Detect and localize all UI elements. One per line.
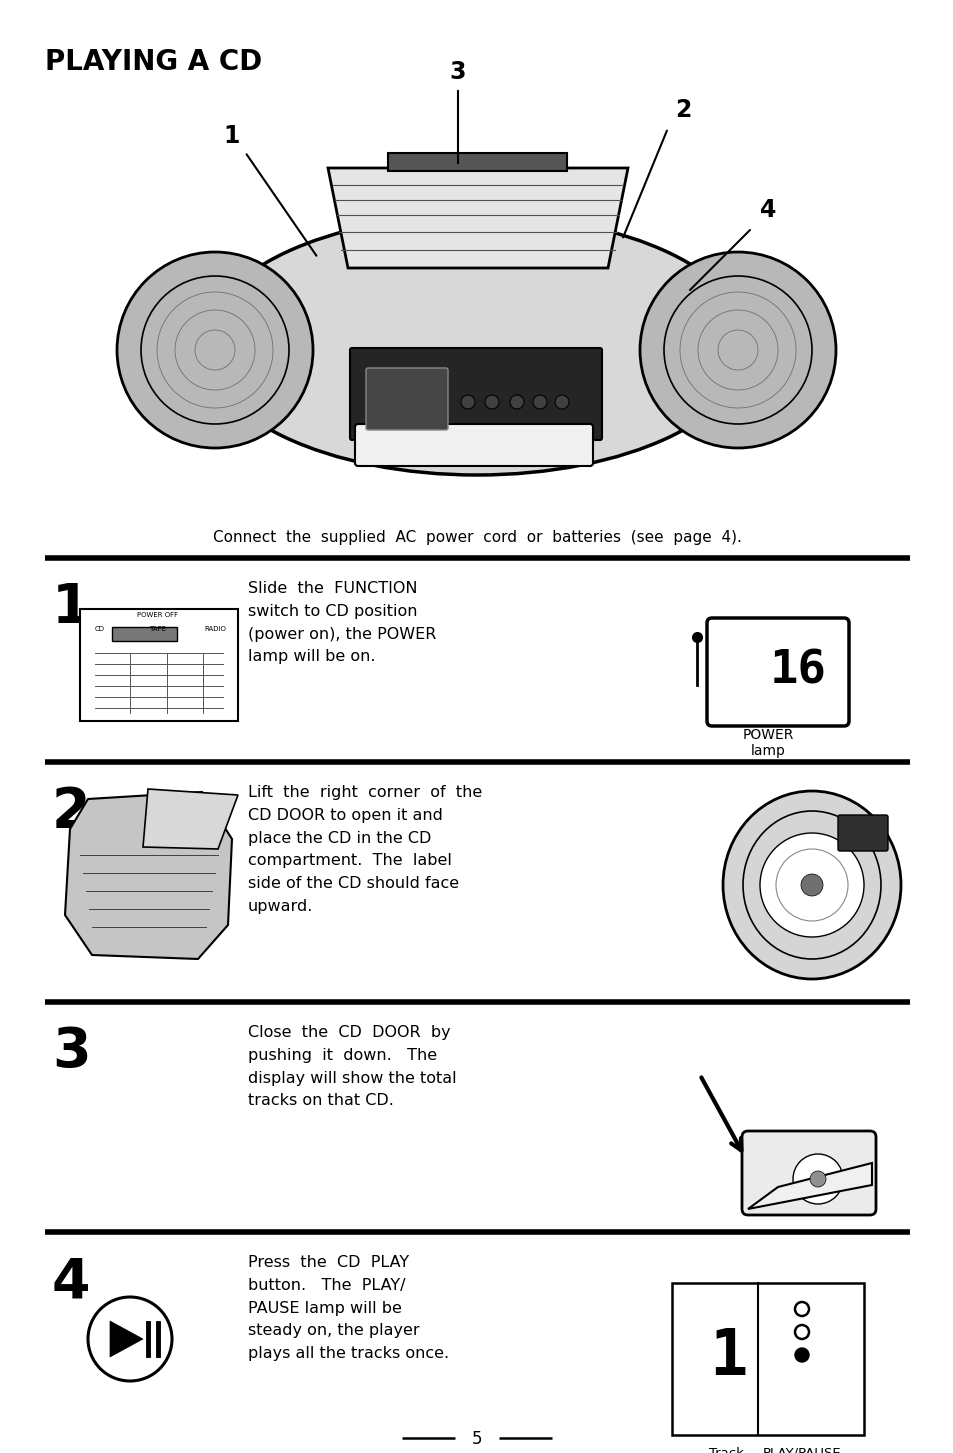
Text: Press  the  CD  PLAY
button.   The  PLAY/
PAUSE lamp will be
steady on, the play: Press the CD PLAY button. The PLAY/ PAUS… [248, 1255, 449, 1361]
Text: 3: 3 [449, 60, 466, 84]
FancyBboxPatch shape [350, 349, 601, 440]
Text: lamp: lamp [750, 744, 784, 758]
Circle shape [760, 833, 863, 937]
Circle shape [88, 1298, 172, 1380]
Bar [112, 628, 177, 641]
Circle shape [484, 395, 498, 408]
Ellipse shape [722, 790, 900, 979]
Circle shape [809, 1171, 825, 1187]
FancyBboxPatch shape [366, 368, 448, 430]
Text: 2: 2 [674, 97, 691, 122]
Polygon shape [747, 1162, 871, 1209]
Text: 1: 1 [708, 1327, 746, 1388]
Text: PLAY/PAUSE: PLAY/PAUSE [761, 1447, 841, 1453]
Text: PLAYING A CD: PLAYING A CD [45, 48, 262, 76]
Text: TAPE: TAPE [150, 626, 167, 632]
Text: 5: 5 [471, 1430, 482, 1449]
Text: Track: Track [708, 1447, 742, 1453]
Circle shape [794, 1348, 808, 1361]
Text: 1: 1 [52, 581, 91, 635]
FancyBboxPatch shape [706, 618, 848, 726]
Text: 2: 2 [52, 785, 91, 838]
Circle shape [460, 395, 475, 408]
Circle shape [639, 251, 835, 448]
Text: POWER: POWER [741, 728, 793, 742]
Text: 3: 3 [52, 1024, 91, 1080]
Text: 4: 4 [759, 198, 776, 222]
Text: Connect  the  supplied  AC  power  cord  or  batteries  (see  page  4).: Connect the supplied AC power cord or ba… [213, 530, 740, 545]
FancyBboxPatch shape [741, 1130, 875, 1215]
Circle shape [555, 395, 568, 408]
Circle shape [117, 251, 313, 448]
FancyBboxPatch shape [355, 424, 593, 466]
Text: Close  the  CD  DOOR  by
pushing  it  down.   The
display will show the total
tr: Close the CD DOOR by pushing it down. Th… [248, 1024, 456, 1109]
Text: 4: 4 [52, 1255, 91, 1309]
Text: 1: 1 [224, 124, 240, 148]
FancyBboxPatch shape [80, 609, 237, 721]
FancyBboxPatch shape [671, 1283, 863, 1436]
FancyBboxPatch shape [837, 815, 887, 851]
Circle shape [792, 1154, 842, 1205]
Polygon shape [328, 169, 627, 267]
Text: POWER OFF: POWER OFF [137, 612, 178, 618]
Text: 16: 16 [769, 648, 825, 693]
Text: Slide  the  FUNCTION
switch to CD position
(power on), the POWER
lamp will be on: Slide the FUNCTION switch to CD position… [248, 581, 436, 664]
Ellipse shape [204, 215, 749, 475]
Text: CD: CD [95, 626, 105, 632]
Text: RADIO: RADIO [204, 626, 226, 632]
Polygon shape [388, 153, 566, 171]
Polygon shape [110, 1321, 143, 1357]
Text: Lift  the  right  corner  of  the
CD DOOR to open it and
place the CD in the CD
: Lift the right corner of the CD DOOR to … [248, 785, 482, 914]
Circle shape [510, 395, 523, 408]
Polygon shape [65, 792, 232, 959]
Circle shape [533, 395, 546, 408]
Circle shape [801, 875, 822, 897]
Polygon shape [143, 789, 237, 849]
